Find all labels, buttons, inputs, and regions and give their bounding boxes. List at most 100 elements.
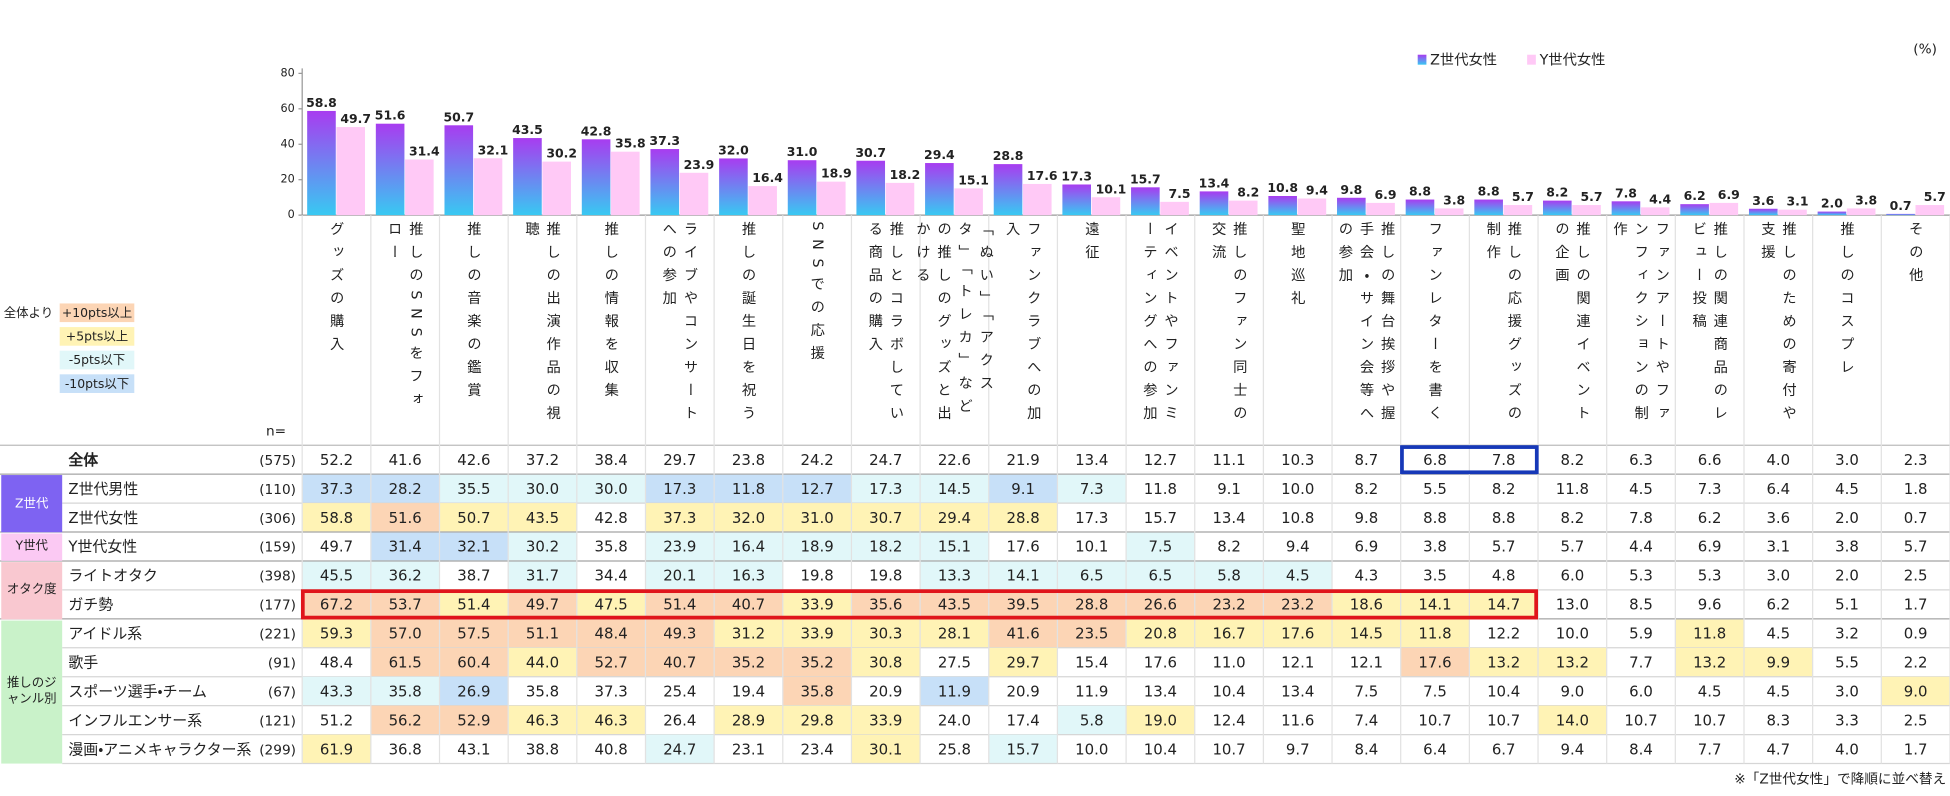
cell-value: 17.6: [1281, 625, 1314, 643]
cell-value: 9.8: [1355, 509, 1379, 527]
cell-shade: [576, 647, 646, 677]
cell-value: 30.0: [595, 480, 628, 498]
category-label: その他: [1881, 221, 1950, 435]
bar: [816, 181, 846, 216]
row-n: (221): [259, 627, 296, 643]
cell-value: 20.9: [869, 682, 902, 700]
cell-shade: [1538, 705, 1607, 735]
cell-shade: [714, 532, 783, 561]
bar-value-label: 8.8: [1409, 184, 1431, 199]
cell-shade: [782, 532, 852, 561]
bar: [513, 138, 542, 216]
cell-value: 6.4: [1766, 480, 1790, 498]
cell-shade: [851, 474, 921, 504]
bar-value-label: 51.6: [375, 108, 406, 123]
y-tick-label: 60: [280, 102, 294, 115]
cell-value: 39.5: [1006, 596, 1039, 614]
cell-shade: [1126, 705, 1195, 735]
cell-value: 18.2: [869, 538, 902, 556]
cell-shade: [302, 734, 371, 764]
cell-shade: [370, 676, 440, 706]
category-text: 推しの情報を収集: [603, 221, 621, 406]
category-label: 推しの応援グッズの制作: [1469, 221, 1538, 435]
bar-value-label: 9.8: [1340, 182, 1362, 197]
row-n: (299): [259, 742, 296, 758]
cell-value: 30.0: [526, 480, 559, 498]
cell-value: 10.7: [1418, 711, 1451, 729]
bar-value-label: 9.4: [1306, 183, 1328, 198]
bar: [581, 139, 611, 216]
row-n: (306): [259, 511, 296, 527]
bar-value-label: 6.9: [1375, 187, 1397, 202]
cell-value: 14.5: [1350, 625, 1383, 643]
category-label: 推しの出演作品の視聴: [508, 221, 577, 435]
row-label: Y世代女性: [67, 538, 137, 556]
cell-value: 6.0: [1629, 682, 1653, 700]
bar-value-label: 30.2: [546, 146, 577, 161]
cell-shade: [1469, 589, 1539, 619]
cell-value: 17.4: [1006, 711, 1039, 729]
cell-value: 1.7: [1904, 740, 1928, 758]
cell-shade: [920, 676, 989, 706]
cell-shade: [1126, 560, 1195, 590]
cell-value: 38.8: [526, 740, 559, 758]
bar: [1915, 205, 1945, 216]
shading-label: -5pts以下: [69, 352, 125, 367]
cell-shade: [714, 560, 783, 590]
bar: [1611, 201, 1641, 216]
bar: [679, 172, 709, 216]
cell-value: 10.7: [1487, 711, 1520, 729]
cell-shade: [851, 734, 921, 764]
cell-shade: [645, 589, 715, 619]
cell-value: 26.4: [663, 711, 696, 729]
cell-shade: [1057, 618, 1127, 648]
cell-value: 37.3: [663, 509, 696, 527]
cell-value: 3.6: [1766, 509, 1790, 527]
cell-value: 35.2: [801, 653, 834, 671]
bar: [1434, 208, 1464, 216]
bar-value-label: 49.7: [340, 111, 371, 126]
cell-shade: [302, 474, 371, 504]
cell-shade: [508, 474, 577, 504]
row-label: アイドル系: [68, 625, 142, 643]
bar: [1337, 197, 1366, 216]
cell-shade: [508, 503, 577, 533]
cell-value: 30.7: [869, 509, 902, 527]
bar-value-label: 3.1: [1786, 194, 1808, 209]
shading-swatch: [59, 303, 135, 323]
shading-label: -10pts以下: [65, 376, 129, 391]
cell-value: 11.1: [1212, 451, 1245, 469]
category-label: イベントやファンミーティングへの参加: [1126, 221, 1195, 435]
category-text: ファンレターを書く: [1426, 221, 1445, 429]
cell-shade: [645, 474, 715, 504]
bar: [885, 182, 915, 216]
cell-shade: [370, 647, 440, 677]
cell-value: 4.5: [1286, 567, 1310, 585]
cell-value: 6.8: [1423, 451, 1447, 469]
cell-value: 33.9: [869, 711, 902, 729]
bar-value-label: 2.0: [1821, 196, 1843, 211]
row-n: (67): [268, 684, 296, 700]
cell-value: 24.7: [663, 740, 696, 758]
cell-value: 41.6: [1006, 625, 1039, 643]
cell-shade: [714, 647, 783, 677]
bar: [1503, 205, 1533, 216]
category-text: 推しのための寄付や支援: [1759, 221, 1799, 429]
bar-value-label: 23.9: [684, 157, 715, 172]
category-text: 推しの誕生日を祝う: [740, 221, 758, 429]
cell-shade: [1743, 647, 1813, 677]
cell-value: 47.5: [595, 596, 628, 614]
cell-shade: [576, 705, 646, 735]
cell-value: 23.1: [732, 740, 765, 758]
cell-value: 17.3: [663, 480, 696, 498]
cell-value: 57.0: [389, 625, 422, 643]
shading-swatch: [59, 327, 135, 346]
bar: [1572, 205, 1601, 216]
bar: [1886, 213, 1915, 216]
category-text: 推しのSNSをフォロー: [386, 221, 426, 415]
cell-value: 23.4: [801, 740, 834, 758]
category-text: イベントやファンミーティングへの参加: [1141, 221, 1181, 429]
cell-value: 19.0: [1144, 711, 1177, 729]
cell-value: 37.3: [320, 480, 353, 498]
cell-value: 31.4: [389, 538, 422, 556]
